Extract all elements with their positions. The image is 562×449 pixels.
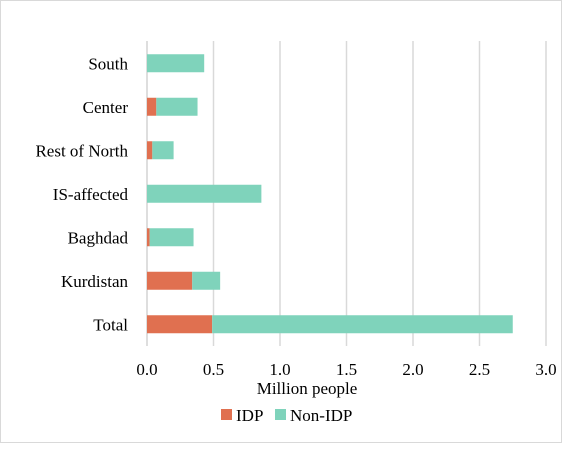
bar-non-idp-total bbox=[212, 315, 513, 334]
category-labels: Total Kurdistan Baghdad IS-affected Rest of … bbox=[35, 54, 128, 334]
x-tick-labels: 0.0 0.5 1.0 1.5 2.0 2.5 3.0 bbox=[136, 360, 556, 379]
legend-swatch-idp bbox=[221, 409, 232, 420]
bar-idp-baghdad bbox=[147, 228, 150, 247]
legend-label-non-idp: Non-IDP bbox=[290, 406, 352, 425]
bar-non-idp-rest-of-north bbox=[152, 141, 174, 160]
category-label-south: South bbox=[88, 54, 128, 73]
x-tick-label-4: 2.0 bbox=[402, 360, 423, 379]
x-tick-label-6: 3.0 bbox=[535, 360, 556, 379]
bar-idp-total bbox=[147, 315, 213, 334]
bar-non-idp-center bbox=[156, 97, 198, 116]
bar-idp-rest-of-north bbox=[147, 141, 153, 160]
category-label-baghdad: Baghdad bbox=[68, 228, 129, 247]
category-label-is-affected: IS-affected bbox=[53, 185, 129, 204]
category-label-rest-of-north: Rest of North bbox=[35, 141, 128, 160]
category-label-center: Center bbox=[83, 98, 129, 117]
bar-idp-kurdistan bbox=[147, 271, 193, 290]
bar-non-idp-baghdad bbox=[149, 228, 194, 247]
x-tick-label-3: 1.5 bbox=[336, 360, 357, 379]
bars bbox=[147, 54, 513, 334]
category-label-kurdistan: Kurdistan bbox=[61, 272, 129, 291]
category-label-total: Total bbox=[93, 315, 128, 334]
gridlines bbox=[146, 41, 547, 346]
bar-idp-center bbox=[147, 97, 157, 116]
x-tick-label-1: 0.5 bbox=[203, 360, 224, 379]
legend: IDP Non-IDP bbox=[221, 406, 352, 425]
legend-label-idp: IDP bbox=[236, 406, 263, 425]
bar-non-idp-south bbox=[147, 54, 205, 73]
x-axis-title: Million people bbox=[257, 379, 358, 398]
bar-non-idp-kurdistan bbox=[192, 271, 221, 290]
x-tick-label-5: 2.5 bbox=[469, 360, 490, 379]
x-tick-label-0: 0.0 bbox=[136, 360, 157, 379]
legend-swatch-non-idp bbox=[275, 409, 286, 420]
bar-non-idp-is-affected bbox=[147, 184, 262, 203]
x-tick-label-2: 1.0 bbox=[269, 360, 290, 379]
